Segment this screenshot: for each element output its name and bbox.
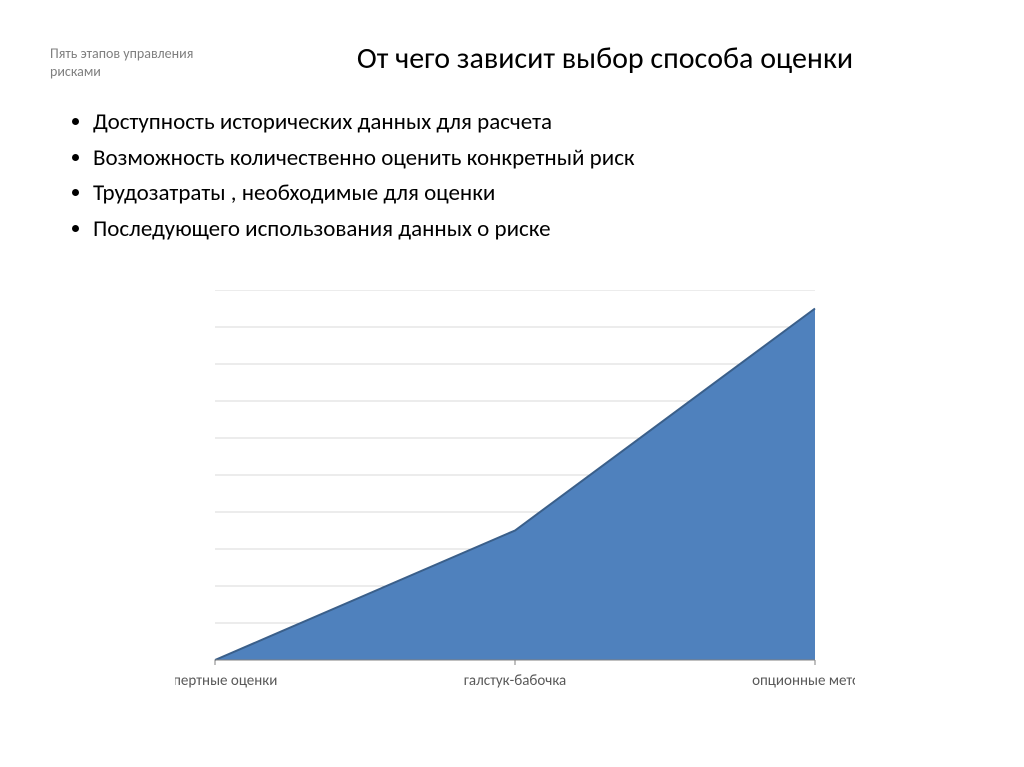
slide-title: От чего зависит выбор способа оценки — [235, 40, 975, 77]
chart-x-label: опционные методы — [752, 672, 855, 690]
chart-x-label: эеспертные оценки — [175, 672, 277, 690]
bullet-list: Доступность исторических данных для расч… — [65, 105, 965, 248]
bullet-item: Возможность количественно оценить конкре… — [93, 141, 965, 177]
bullet-item: Трудозатраты , необходимые для оценки — [93, 176, 965, 212]
slide-subtitle: Пять этапов управления рисками — [50, 45, 200, 80]
bullet-item: Доступность исторических данных для расч… — [93, 105, 965, 141]
chart-svg: эеспертные оценки галстук-бабочка опционны… — [175, 290, 855, 710]
slide: Пять этапов управления рисками От чего з… — [0, 0, 1024, 767]
area-chart: эеспертные оценки галстук-бабочка опционны… — [175, 290, 855, 720]
chart-x-label: галстук-бабочка — [464, 672, 567, 690]
bullet-item: Последующего использования данных о риск… — [93, 212, 965, 248]
